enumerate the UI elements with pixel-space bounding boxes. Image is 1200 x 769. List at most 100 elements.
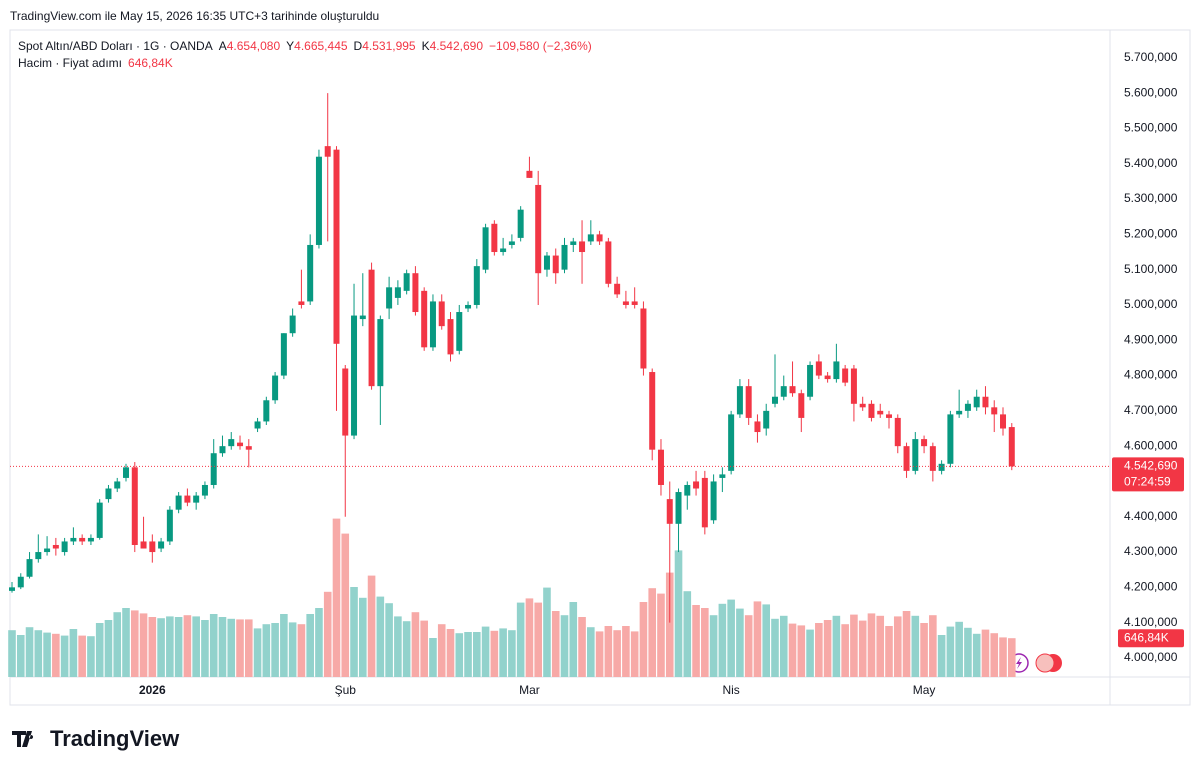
candle-body [991,407,998,415]
candle-body [237,442,244,447]
y-tick-label: 5.600,000 [1124,85,1178,99]
volume-bar [297,624,306,677]
ohlc-key: K [421,39,430,53]
volume-bar [955,621,963,677]
volume-bar [244,619,253,677]
candle-body [166,509,173,542]
ohlc-key: A [218,39,227,53]
candle-body [114,481,121,489]
candle-body [289,315,296,334]
x-tick-label: Şub [335,683,357,697]
candle-body [894,417,901,447]
candle-body [701,477,708,528]
volume-bar [578,617,586,677]
volume-bar [946,626,955,677]
volume-bar [551,611,560,677]
candle-body [824,375,831,380]
volume-bar [806,629,814,677]
volume-bar [236,619,244,677]
volume-bar [359,597,367,677]
volume-bar [683,591,692,677]
volume-bar [437,624,446,677]
candle-body [61,541,68,553]
y-tick-label: 4.700,000 [1124,403,1178,417]
volume-bar [560,615,569,677]
volume-bar [192,616,200,677]
y-tick-label: 4.800,000 [1124,368,1178,382]
candle-body [859,403,866,408]
candle-body [175,495,182,510]
volume-bar [543,587,551,677]
candle-body [631,301,638,305]
volume-bar [148,617,157,677]
volume-bar [771,618,779,677]
volume-bar [323,591,332,677]
volume-bar [823,620,832,677]
volume-bar [815,623,823,677]
candle-body [429,301,436,348]
volume-bar [253,628,262,677]
volume-bar [122,608,130,677]
volume-bar [850,614,858,677]
change: −109,580 (−2,36%) [489,39,592,53]
candle-body [491,223,498,253]
candle-body [412,273,419,313]
y-tick-label: 4.600,000 [1124,438,1178,452]
volume-bar [332,518,341,677]
volume-bar [130,610,139,677]
volume-bar [797,625,806,677]
volume-bar [867,613,876,677]
price-tag [1112,457,1184,492]
volume-bar [350,587,358,677]
volume-bar [429,638,437,677]
volume-bar [674,550,683,677]
candle-body [201,484,208,496]
candle-body [938,463,945,471]
volume-bar [595,631,604,677]
candle-body [158,541,165,549]
volume-bar [60,635,69,677]
candle-body [543,255,550,270]
candle-body [526,170,533,178]
candle-body [26,559,33,577]
volume-bar [613,630,621,677]
candle-body [421,290,428,348]
volume-tag-label: 646,84K [1124,630,1169,644]
candle-body [763,410,770,429]
volume-bar [464,632,472,677]
volume-bar [832,615,841,677]
volume-bar [367,575,376,677]
candle-body [96,502,103,538]
brand: TradingView [50,726,180,751]
candle-body [956,410,963,415]
candle-body [149,541,156,553]
y-tick-label: 5.700,000 [1124,50,1178,64]
volume-bar [701,608,709,677]
volume-bar [280,614,288,677]
candle-body [947,414,954,464]
y-tick-label: 4.000,000 [1124,650,1178,664]
candle-body [1008,427,1015,467]
y-tick-label: 4.400,000 [1124,509,1178,523]
volume-bar [201,620,209,677]
candle-body [210,453,217,485]
y-tick-label: 4.100,000 [1124,615,1178,629]
volume-bar [157,618,165,677]
volume-bar [911,615,920,677]
volume-bar [455,633,464,677]
volume-bar [481,626,490,677]
countdown: 07:24:59 [1124,475,1171,489]
candle-body [500,248,507,253]
volume-bar [604,626,613,677]
candle-body [52,544,59,549]
candle-body [465,304,472,309]
volume-bar [262,624,271,677]
volume-bar [999,637,1007,677]
volume-bar [516,602,525,677]
volume-bar [525,598,534,677]
candle-body [377,319,384,387]
candle-body [614,283,621,295]
volume-bar [341,533,350,677]
volume-bar [981,629,990,677]
volume-bar [622,626,630,677]
